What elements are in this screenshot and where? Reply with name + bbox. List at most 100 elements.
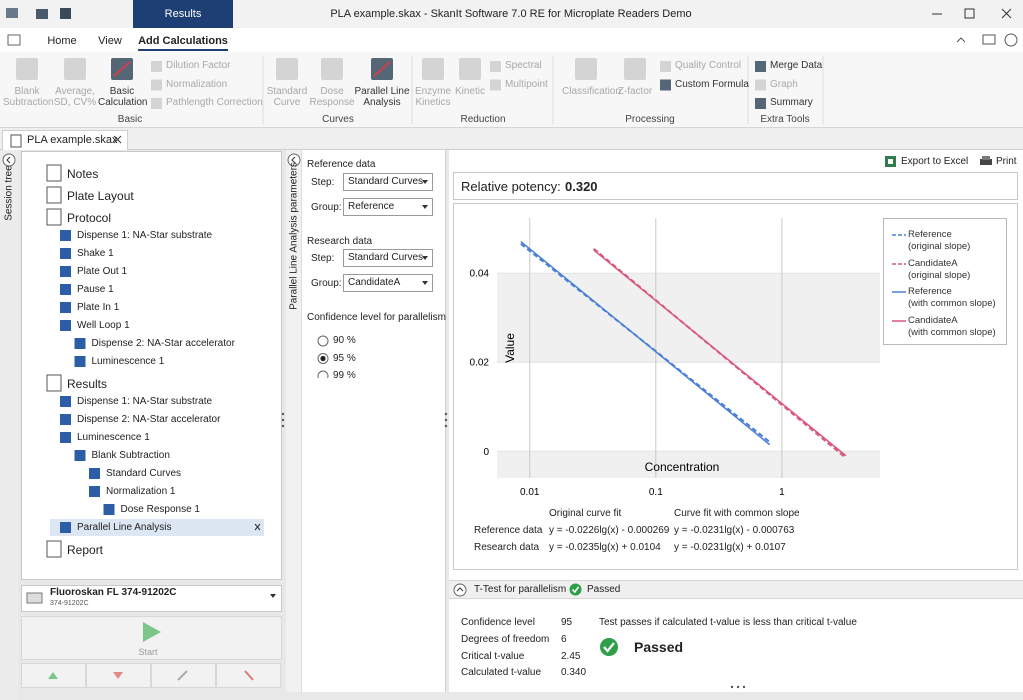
fit-formula: y = -0.0226lg(x) - 0.000269 (549, 525, 670, 536)
t-test-value: 0.340 (561, 667, 587, 679)
tree-item[interactable]: Normalization 1 (106, 486, 176, 497)
ribbon-button[interactable]: Standard Curve (266, 86, 308, 108)
ribbon-button[interactable]: Blank Subtraction (3, 86, 54, 108)
t-test-status: Passed (587, 584, 621, 595)
tree-item[interactable]: Blank Subtraction (91, 450, 170, 461)
ribbon-button[interactable]: Parallel Line Analysis (354, 86, 410, 108)
ribbon-small-button[interactable]: Multipoint (505, 78, 548, 90)
legend-swatch (892, 234, 906, 236)
ribbon-button[interactable]: Enzyme Kinetics (414, 86, 452, 108)
ribbon-small-icon (755, 79, 766, 91)
ribbon-small-button[interactable]: Summary (770, 97, 813, 108)
tree-icon (46, 374, 62, 392)
tree-item[interactable]: Protocol (67, 211, 112, 225)
radio-button[interactable] (317, 370, 329, 378)
context-tab[interactable]: Results (133, 0, 233, 28)
t-test-header[interactable] (449, 580, 1023, 599)
tree-icon (89, 468, 100, 479)
t-test-value: 6 (561, 633, 567, 645)
session-strip (0, 150, 18, 700)
parameters-collapse[interactable] (287, 153, 301, 167)
step-select[interactable]: Standard Curves (343, 249, 433, 267)
tree-icon (60, 396, 71, 407)
group-select[interactable]: Reference (343, 198, 433, 216)
ribbon-button[interactable]: Classification (562, 86, 621, 97)
ribbon-small-button[interactable]: Merge Data (770, 60, 823, 71)
menu-tab[interactable]: Home (47, 35, 77, 47)
y-tick-label: 0.04 (470, 269, 490, 280)
t-test-label: Degrees of freedom (461, 633, 550, 645)
tree-icon (60, 248, 71, 259)
tree-item[interactable]: Luminescence 1 (91, 356, 165, 367)
tree-item[interactable]: Dispense 1: NA-Star substrate (77, 396, 213, 407)
radio-label[interactable]: 95 % (333, 352, 356, 364)
tree-item[interactable]: Dispense 2: NA-Star accelerator (77, 414, 221, 425)
instrument-serial: 374-91202C (50, 600, 89, 607)
ribbon-small-button[interactable]: Dilution Factor (166, 60, 231, 71)
tree-item[interactable]: Plate Out 1 (77, 266, 128, 277)
tree-item[interactable]: Report (67, 543, 104, 557)
ribbon-small-button[interactable]: Quality Control (675, 60, 742, 71)
ribbon-small-button[interactable]: Normalization (166, 78, 228, 90)
collapse-button[interactable] (2, 153, 16, 167)
tree-item[interactable]: Dispense 2: NA-Star accelerator (91, 338, 235, 349)
menu-right-icons[interactable] (955, 32, 1019, 48)
tree-item[interactable]: Results (67, 377, 108, 391)
step-select[interactable]: Standard Curves (343, 173, 433, 191)
ribbon-small-button[interactable]: Spectral (505, 60, 542, 71)
radio-label[interactable]: 90 % (333, 335, 356, 346)
ribbon-small-icon (660, 79, 671, 91)
tree-item[interactable]: Pause 1 (77, 284, 114, 295)
group-select[interactable]: CandidateA (343, 274, 433, 292)
document-tab-label[interactable]: PLA example.skax (27, 134, 118, 146)
tree-item[interactable]: Plate Layout (67, 189, 134, 203)
ribbon-icon (64, 58, 86, 80)
t-test-label: Critical t-value (461, 650, 525, 662)
field-label: Step: (311, 253, 335, 264)
ribbon-button[interactable]: Basic Calculation (98, 86, 148, 108)
menu-tab[interactable]: Add Calculations (138, 35, 228, 51)
ribbon-button[interactable]: Kinetic (454, 86, 485, 97)
radio-label[interactable]: 99 % (333, 370, 356, 381)
radio-button[interactable] (317, 335, 329, 347)
x-tick-label: 1 (779, 487, 785, 498)
ribbon-button[interactable]: Dose Response (309, 86, 355, 108)
tree-item[interactable]: Plate In 1 (77, 302, 120, 313)
tree-item[interactable]: Parallel Line Analysis (77, 522, 172, 533)
tree-item[interactable]: Dose Response 1 (120, 504, 201, 515)
menu-tab[interactable]: View (98, 35, 122, 47)
tree-item[interactable]: Standard Curves (106, 468, 182, 479)
start-label[interactable]: Start (138, 647, 158, 657)
document-tab-close[interactable] (112, 134, 124, 146)
window-controls[interactable] (920, 0, 1023, 28)
splitter-grip[interactable] (443, 410, 449, 430)
ribbon-small-button[interactable]: Pathlength Correction (166, 97, 263, 108)
ribbon (0, 52, 1023, 128)
tree-item[interactable]: Luminescence 1 (77, 432, 150, 443)
ribbon-button[interactable]: Z-factor (617, 86, 653, 97)
tree-item[interactable]: Shake 1 (77, 248, 114, 259)
tree-icon (60, 302, 71, 313)
tree-item[interactable]: Well Loop 1 (77, 320, 130, 331)
tree-action-buttons[interactable] (21, 663, 282, 689)
ribbon-small-button[interactable]: Custom Formula (675, 78, 749, 90)
ribbon-icon (422, 58, 444, 80)
print-button[interactable]: Print (996, 156, 1017, 167)
title-icons (6, 8, 71, 19)
t-test-value: 2.45 (561, 650, 581, 662)
splitter-grip[interactable] (280, 410, 286, 430)
splitter-grip[interactable] (728, 684, 748, 690)
ribbon-button[interactable]: Average, SD, CV% (53, 86, 97, 108)
ribbon-small-button[interactable]: Graph (770, 78, 798, 90)
document-tab[interactable] (2, 130, 128, 150)
field-label: Group: (311, 278, 342, 289)
instrument-selector[interactable] (21, 585, 282, 612)
export-button[interactable]: Export to Excel (901, 156, 969, 167)
menu-icon[interactable] (6, 33, 28, 47)
tree-item[interactable]: Notes (67, 167, 99, 181)
expand-icon[interactable] (453, 583, 467, 597)
instrument-name: Fluoroskan FL 374-91202C (50, 587, 177, 598)
start-button[interactable] (21, 616, 282, 660)
tree-item[interactable]: Dispense 1: NA-Star substrate (77, 230, 213, 241)
tree-icon (74, 450, 86, 461)
